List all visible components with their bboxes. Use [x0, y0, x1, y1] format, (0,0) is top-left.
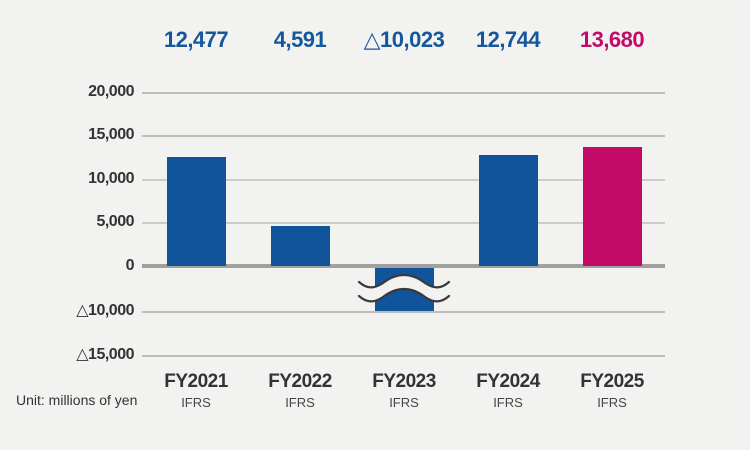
- gridline: [142, 355, 665, 357]
- y-tick-label: 10,000: [88, 170, 134, 187]
- bar-fy2022: [270, 225, 330, 266]
- unit-note: Unit: millions of yen: [16, 392, 138, 408]
- value-label: △10,023: [363, 27, 445, 52]
- x-axis-label: FY2025: [580, 371, 644, 392]
- ifrs-sublabel: IFRS: [389, 395, 419, 410]
- ifrs-sublabel: IFRS: [285, 395, 315, 410]
- bar-fy2021: [166, 157, 226, 266]
- bar-fy2024: [478, 154, 538, 266]
- x-axis-label: FY2024: [476, 371, 540, 392]
- x-axis-label: FY2022: [268, 371, 332, 392]
- zero-axis-line: [142, 264, 665, 268]
- gridline: [142, 222, 665, 224]
- y-tick-label: 5,000: [96, 213, 134, 230]
- gridline: [142, 179, 665, 181]
- y-tick-label: 0: [125, 257, 135, 274]
- value-label: 4,591: [273, 27, 327, 52]
- bar-fy2025: [582, 146, 642, 266]
- gridline: [142, 135, 665, 137]
- axis-break-icon: [357, 272, 451, 306]
- y-tick-label: △15,000: [76, 346, 134, 363]
- ifrs-sublabel: IFRS: [493, 395, 523, 410]
- value-label: 12,744: [475, 27, 541, 52]
- x-axis-label: FY2023: [372, 371, 436, 392]
- ifrs-sublabel: IFRS: [597, 395, 627, 410]
- gridline: [142, 311, 665, 313]
- y-tick-label: 20,000: [88, 83, 134, 100]
- x-axis-label: FY2021: [164, 371, 228, 392]
- value-label: 12,477: [163, 27, 229, 52]
- y-tick-label: △10,000: [76, 302, 134, 319]
- y-tick-label: 15,000: [88, 126, 134, 143]
- value-label: 13,680: [579, 27, 645, 52]
- ifrs-sublabel: IFRS: [181, 395, 211, 410]
- gridline: [142, 92, 665, 94]
